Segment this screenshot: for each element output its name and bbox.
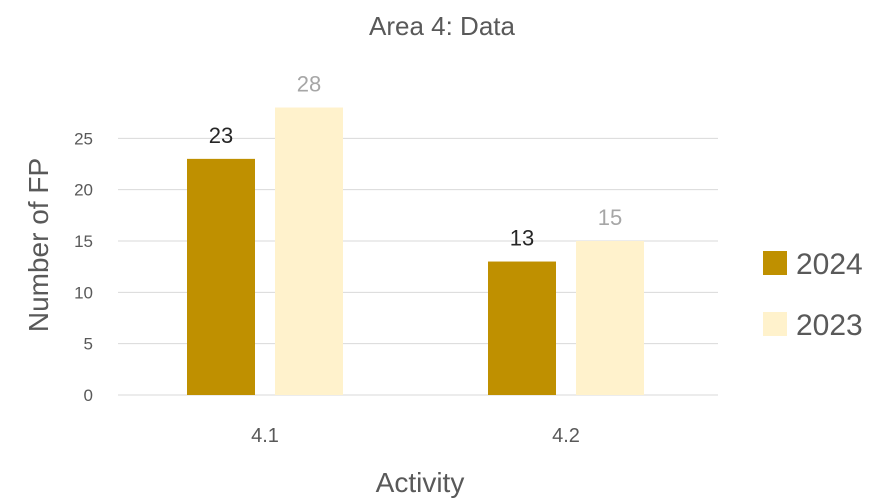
legend-swatch-2023 bbox=[763, 312, 787, 336]
bar-2023-4.1 bbox=[275, 107, 343, 396]
data-label-2023-4.1: 28 bbox=[297, 72, 321, 97]
y-tick-label: 15 bbox=[74, 232, 93, 251]
x-category-label: 4.1 bbox=[251, 425, 279, 447]
bar-2024-4.1 bbox=[187, 158, 255, 395]
x-axis-label: Activity bbox=[376, 467, 465, 498]
bars bbox=[187, 107, 644, 396]
y-axis-ticks: 0 5 10 15 20 25 bbox=[74, 129, 93, 405]
legend-swatch-2024 bbox=[763, 251, 787, 275]
legend-label-2023: 2023 bbox=[796, 309, 863, 342]
chart-title: Area 4: Data bbox=[369, 11, 516, 41]
x-category-label: 4.2 bbox=[552, 425, 580, 447]
data-label-2024-4.2: 13 bbox=[510, 226, 534, 251]
data-label-2024-4.1: 23 bbox=[209, 123, 233, 148]
bar-2023-4.2 bbox=[576, 241, 644, 395]
bar-2024-4.2 bbox=[488, 261, 556, 395]
y-axis-label: Number of FP bbox=[23, 158, 54, 332]
y-tick-label: 0 bbox=[84, 386, 93, 405]
data-label-2023-4.2: 15 bbox=[598, 205, 622, 230]
data-labels: 23 28 13 15 bbox=[209, 72, 622, 251]
legend: 2024 2023 bbox=[763, 248, 863, 342]
y-tick-label: 5 bbox=[84, 335, 93, 354]
legend-label-2024: 2024 bbox=[796, 248, 863, 281]
x-axis-categories: 4.1 4.2 bbox=[251, 425, 580, 447]
y-tick-label: 25 bbox=[74, 129, 93, 148]
y-tick-label: 10 bbox=[74, 283, 93, 302]
y-tick-label: 20 bbox=[74, 181, 93, 200]
